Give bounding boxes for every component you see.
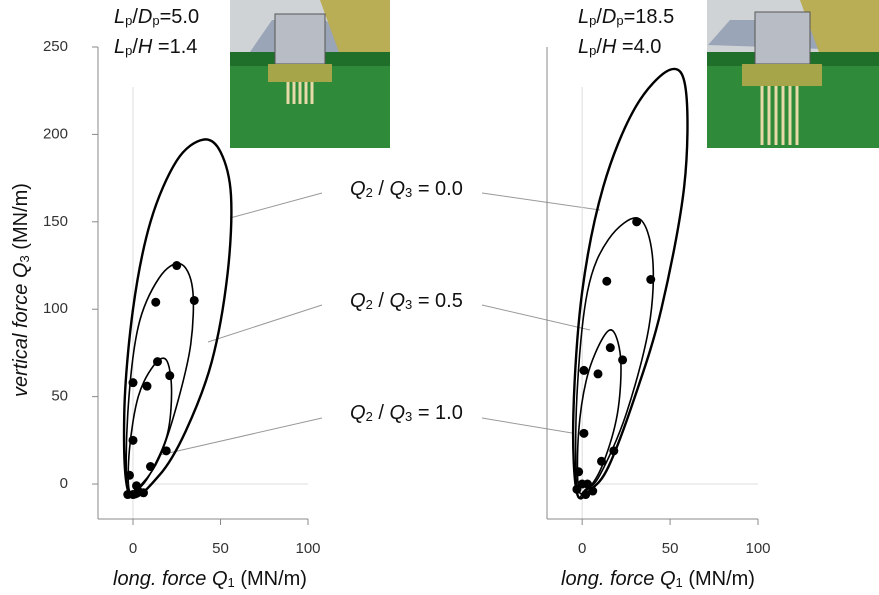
- ratio-annotation: Lp/Dp=18.5: [578, 6, 674, 28]
- text-part: p: [125, 13, 132, 28]
- text-part: 3: [405, 185, 412, 200]
- x-tick-label: 50: [212, 540, 229, 557]
- data-point: [151, 298, 160, 307]
- text-part: 2: [366, 297, 373, 312]
- text-part: (MN/m): [235, 568, 307, 590]
- text-part: vertical force Q: [10, 262, 32, 396]
- text-part: /: [373, 402, 390, 424]
- text-part: Q: [350, 402, 366, 424]
- text-part: 3: [405, 297, 412, 312]
- y-tick-label: 200: [43, 125, 68, 142]
- text-part: H: [602, 36, 617, 58]
- model-image-left: [230, 0, 390, 148]
- text-part: 3: [405, 409, 412, 424]
- data-point: [609, 446, 618, 455]
- text-part: p: [589, 43, 596, 58]
- data-point: [588, 487, 597, 496]
- y-tick-label: 150: [43, 213, 68, 230]
- text-part: 2: [366, 409, 373, 424]
- text-part: = 0.5: [412, 290, 463, 312]
- text-part: 1: [228, 575, 235, 590]
- text-part: L: [114, 36, 125, 58]
- data-point: [139, 488, 148, 497]
- x-tick-label: 100: [295, 540, 320, 557]
- figure: 050100050100150200250Lp/Dp=5.0Lp/H =1.4l…: [0, 0, 879, 595]
- text-part: p: [589, 13, 596, 28]
- ratio-annotation: Lp/Dp=5.0: [114, 6, 199, 28]
- text-part: = 0.0: [412, 178, 463, 200]
- text-part: =18.5: [624, 6, 675, 28]
- ellipse-curve: [573, 69, 687, 499]
- text-part: /: [373, 178, 390, 200]
- y-axis-title: vertical force Q3 (MN/m): [10, 183, 32, 397]
- data-point: [125, 471, 134, 480]
- text-part: 2: [366, 185, 373, 200]
- text-part: =5.0: [160, 6, 199, 28]
- data-point: [153, 357, 162, 366]
- data-point: [574, 467, 583, 476]
- text-part: (MN/m): [683, 568, 755, 590]
- text-part: D: [602, 6, 616, 28]
- model-image-right: [707, 0, 879, 148]
- data-point: [579, 429, 588, 438]
- text-part: p: [152, 13, 159, 28]
- y-tick-label: 100: [43, 300, 68, 317]
- x-axis-title: long. force Q1 (MN/m): [113, 568, 307, 590]
- text-part: long. force Q: [561, 568, 676, 590]
- text-part: Q: [389, 178, 405, 200]
- text-part: =4.0: [616, 36, 661, 58]
- x-tick-label: 0: [129, 540, 137, 557]
- y-tick-label: 0: [60, 475, 68, 492]
- text-part: Q: [350, 178, 366, 200]
- curve-label: Q2 / Q3 = 1.0: [350, 402, 463, 424]
- data-point: [146, 462, 155, 471]
- data-point: [162, 446, 171, 455]
- text-part: Q: [350, 290, 366, 312]
- data-point: [632, 217, 641, 226]
- text-part: =1.4: [152, 36, 197, 58]
- text-part: p: [125, 43, 132, 58]
- data-point: [602, 277, 611, 286]
- text-part: D: [138, 6, 152, 28]
- data-point: [593, 369, 602, 378]
- y-tick-label: 50: [51, 388, 68, 405]
- y-tick-label: 250: [43, 38, 68, 55]
- text-part: L: [114, 6, 125, 28]
- data-point: [143, 382, 152, 391]
- x-axis-title: long. force Q1 (MN/m): [561, 568, 755, 590]
- x-tick-label: 50: [662, 540, 679, 557]
- text-part: 1: [676, 575, 683, 590]
- ratio-annotation: Lp/H =1.4: [114, 36, 197, 58]
- data-point: [190, 296, 199, 305]
- text-part: Q: [389, 290, 405, 312]
- text-part: = 1.0: [412, 402, 463, 424]
- x-tick-label: 100: [745, 540, 770, 557]
- ellipse-curve: [126, 263, 193, 495]
- data-point: [606, 343, 615, 352]
- curve-label: Q2 / Q3 = 0.5: [350, 290, 463, 312]
- text-part: L: [578, 6, 589, 28]
- text-part: long. force Q: [113, 568, 228, 590]
- data-point: [132, 481, 141, 490]
- ratio-annotation: Lp/H =4.0: [578, 36, 661, 58]
- text-part: L: [578, 36, 589, 58]
- text-part: Q: [389, 402, 405, 424]
- data-point: [646, 275, 655, 284]
- x-tick-label: 0: [578, 540, 586, 557]
- text-part: (MN/m): [10, 183, 32, 255]
- data-point: [129, 436, 138, 445]
- ellipse-curve: [577, 330, 621, 494]
- data-point: [172, 261, 181, 270]
- page: 050100050100150200250Lp/Dp=5.0Lp/H =1.4l…: [0, 0, 879, 595]
- text-part: 3: [17, 255, 32, 262]
- curve-label: Q2 / Q3 = 0.0: [350, 178, 463, 200]
- data-point: [165, 371, 174, 380]
- data-point: [129, 378, 138, 387]
- text-part: /: [373, 290, 390, 312]
- data-point: [618, 355, 627, 364]
- text-part: p: [616, 13, 623, 28]
- data-point: [579, 366, 588, 375]
- data-point: [597, 457, 606, 466]
- text-part: H: [138, 36, 153, 58]
